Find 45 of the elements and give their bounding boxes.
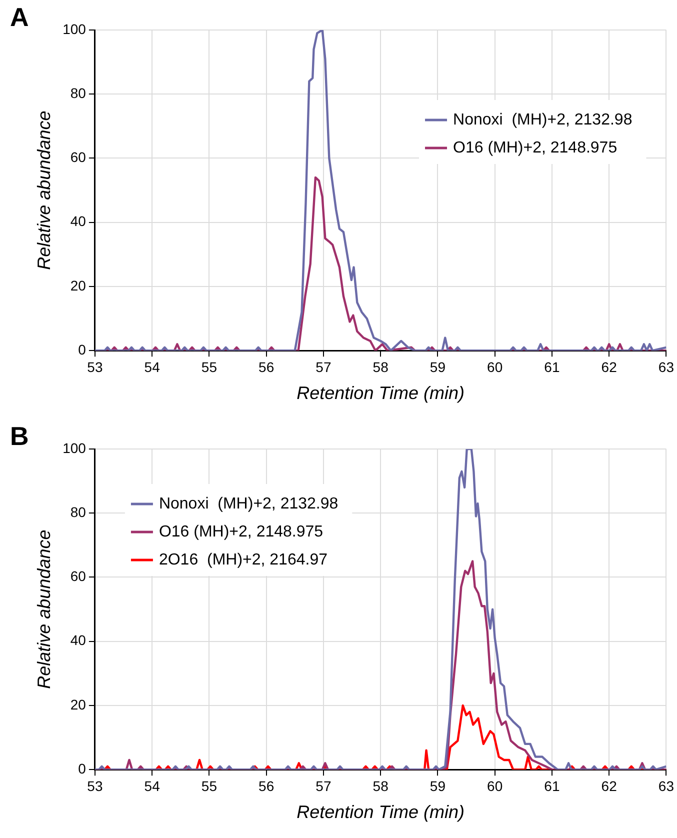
y-tick-label: 100 xyxy=(62,440,86,456)
x-tick-label: 55 xyxy=(201,778,218,794)
x-axis-title: Retention Time (min) xyxy=(296,383,465,404)
x-tick-label: 61 xyxy=(544,358,560,375)
x-tick-label: 56 xyxy=(258,778,274,794)
y-tick-label: 80 xyxy=(70,84,86,101)
x-tick-label: 58 xyxy=(372,778,389,794)
chart-title: B xyxy=(10,421,29,452)
x-tick-label: 62 xyxy=(601,778,618,794)
y-tick-label: 100 xyxy=(62,20,86,37)
chart-title: A xyxy=(10,2,29,32)
y-tick-label: 80 xyxy=(70,504,86,520)
x-tick-label: 58 xyxy=(372,358,389,375)
x-tick-label: 63 xyxy=(658,358,674,375)
legend-label: Nonoxi (MH)+2, 2132.98 xyxy=(158,495,338,512)
y-axis-title: Relative abundance xyxy=(34,110,54,270)
x-axis-title: Retention Time (min) xyxy=(296,802,465,822)
x-tick-label: 61 xyxy=(544,778,560,794)
x-tick-label: 60 xyxy=(487,778,503,794)
legend-label: O16 (MH)+2, 2148.975 xyxy=(158,523,324,540)
x-tick-label: 53 xyxy=(87,358,103,375)
legend-label: Nonoxi (MH)+2, 2132.98 xyxy=(453,111,632,128)
y-tick-label: 60 xyxy=(70,149,86,166)
y-tick-label: 0 xyxy=(78,341,86,358)
x-tick-label: 54 xyxy=(144,358,160,375)
y-tick-label: 20 xyxy=(70,696,86,712)
x-tick-label: 62 xyxy=(601,358,618,375)
y-tick-label: 40 xyxy=(70,213,86,230)
x-tick-label: 54 xyxy=(144,778,160,794)
x-tick-label: 57 xyxy=(316,778,332,794)
y-tick-label: 40 xyxy=(70,632,86,648)
y-tick-label: 60 xyxy=(70,568,86,584)
x-tick-label: 63 xyxy=(658,778,674,794)
x-tick-label: 53 xyxy=(87,778,103,794)
x-tick-label: 56 xyxy=(258,358,274,375)
x-tick-label: 59 xyxy=(430,358,446,375)
y-tick-label: 20 xyxy=(70,277,86,294)
x-tick-label: 60 xyxy=(487,358,503,375)
x-tick-label: 59 xyxy=(430,778,446,794)
legend-label: 2O16 (MH)+2, 2164.97 xyxy=(158,551,328,568)
y-tick-label: 0 xyxy=(78,760,86,776)
x-tick-label: 55 xyxy=(201,358,218,375)
legend-label: O16 (MH)+2, 2148.975 xyxy=(453,139,618,156)
y-axis-title: Relative abundance xyxy=(34,530,54,689)
x-tick-label: 57 xyxy=(316,358,332,375)
